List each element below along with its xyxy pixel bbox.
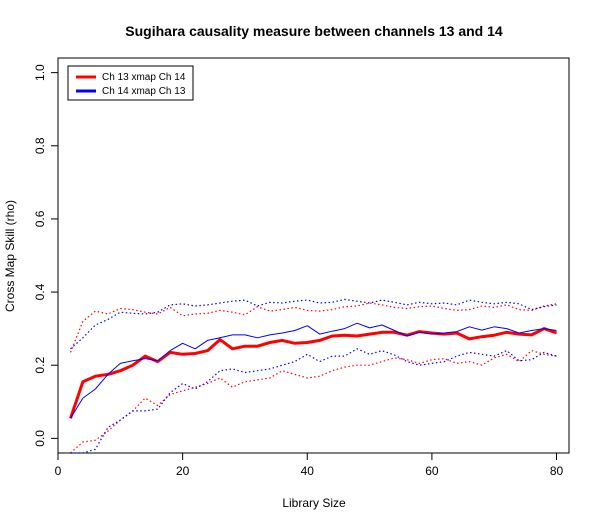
y-tick-label: 0.4 bbox=[33, 283, 47, 300]
series-line-0-mean bbox=[69, 327, 558, 419]
series-line-1-mean bbox=[70, 322, 557, 419]
y-tick-label: 0.8 bbox=[33, 137, 47, 154]
y-axis-label: Cross Map Skill (rho) bbox=[3, 200, 17, 312]
x-tick-label: 80 bbox=[550, 464, 564, 478]
series-line-3-lower bbox=[70, 350, 557, 454]
series-line-4-upper bbox=[70, 298, 557, 350]
series-line-5-lower bbox=[70, 348, 557, 454]
legend-label-ch14: Ch 14 xmap Ch 13 bbox=[102, 86, 186, 97]
plot-frame bbox=[57, 57, 570, 454]
series-layer bbox=[69, 298, 558, 454]
y-tick-label: 0.2 bbox=[33, 357, 47, 374]
y-tick-label: 0.0 bbox=[33, 430, 47, 447]
x-axis: 0 20 40 60 80 bbox=[55, 452, 564, 478]
series-line-2-upper bbox=[69, 302, 557, 353]
x-axis-label: Library Size bbox=[282, 496, 346, 510]
y-tick-label: 1.0 bbox=[33, 64, 47, 81]
x-tick-label: 60 bbox=[425, 464, 439, 478]
y-axis: 0.0 0.2 0.4 0.6 0.8 1.0 bbox=[33, 64, 59, 447]
legend: Ch 13 xmap Ch 14 Ch 14 xmap Ch 13 bbox=[67, 65, 194, 101]
chart-title: Sugihara causality measure between chann… bbox=[125, 23, 503, 39]
x-tick-label: 40 bbox=[301, 464, 315, 478]
x-tick-label: 0 bbox=[55, 464, 62, 478]
y-tick-label: 0.6 bbox=[33, 210, 47, 227]
legend-label-ch13: Ch 13 xmap Ch 14 bbox=[102, 72, 186, 83]
x-tick-label: 20 bbox=[176, 464, 190, 478]
legend-box bbox=[67, 65, 194, 101]
